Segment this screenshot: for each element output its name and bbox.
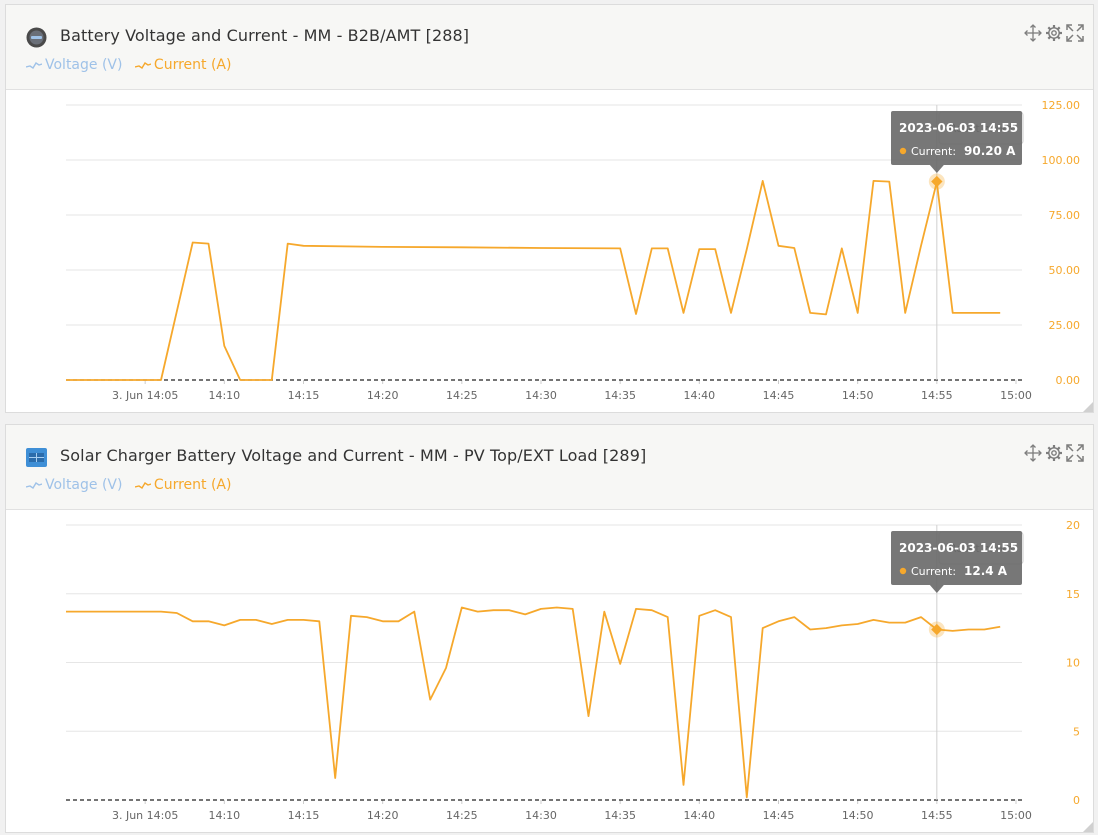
chart-tooltip: 2023-06-03 14:55 Current: 90.20 A <box>891 111 1022 173</box>
legend-label: Current (A) <box>153 477 232 493</box>
x-tick-label: 14:55 <box>921 809 953 822</box>
tooltip-series-name: Current: <box>911 145 956 158</box>
x-tick-label: 14:55 <box>921 389 953 402</box>
widget-title: Battery Voltage and Current - MM - B2B/A… <box>60 26 470 45</box>
widget-toolbar <box>1024 24 1084 46</box>
line-chart[interactable]: 0.00 25.00 50.00 75.00 100.00 125.00 3. Jun 14… <box>6 90 1093 411</box>
gear-icon[interactable] <box>1045 444 1063 462</box>
widget-battery-voltage-current: Battery Voltage and Current - MM - B2B/A… <box>5 4 1094 413</box>
y-tick-label: 25.00 <box>1049 319 1081 332</box>
y-tick-label: 5 <box>1073 725 1080 738</box>
tooltip-pointer <box>929 165 944 173</box>
move-icon[interactable] <box>1024 24 1042 42</box>
x-tick-label: 14:30 <box>525 809 557 822</box>
tooltip-series-dot <box>899 147 907 155</box>
widget-title: Solar Charger Battery Voltage and Curren… <box>60 446 647 465</box>
line-series-icon <box>134 482 152 489</box>
x-tick-label: 14:10 <box>208 389 240 402</box>
x-tick-label: 14:15 <box>288 389 320 402</box>
chart-legend: Voltage (V) Current (A) <box>25 477 239 493</box>
line-series-icon <box>25 62 43 69</box>
series-line-current[interactable] <box>66 606 1001 799</box>
legend-label: Current (A) <box>153 57 232 73</box>
x-tick-label: 14:25 <box>446 809 478 822</box>
expand-icon[interactable] <box>1066 444 1084 462</box>
line-series-icon <box>25 482 43 489</box>
x-tick-label: 14:40 <box>683 809 715 822</box>
legend-item-current[interactable]: Current (A) <box>134 57 232 73</box>
tooltip-value: 90.20 A <box>964 144 1016 158</box>
y-tick-label: 50.00 <box>1049 264 1081 277</box>
y-tick-label: 0.00 <box>1056 374 1081 387</box>
resize-handle-icon[interactable] <box>1083 402 1093 412</box>
line-series-icon <box>134 62 152 69</box>
x-tick-label: 14:50 <box>842 389 874 402</box>
widget-toolbar <box>1024 444 1084 466</box>
x-tick-label: 14:20 <box>367 809 399 822</box>
chart-legend: Voltage (V) Current (A) <box>25 57 239 73</box>
tooltip-pointer <box>929 585 944 593</box>
widget-header: Battery Voltage and Current - MM - B2B/A… <box>6 5 1093 90</box>
x-tick-label: 14:30 <box>525 389 557 402</box>
x-tick-label: 14:20 <box>367 389 399 402</box>
tooltip-time: 2023-06-03 14:55 <box>899 121 1018 135</box>
tooltip-box <box>891 111 1022 165</box>
dc-meter-icon <box>26 27 47 48</box>
tooltip-value: 12.4 A <box>964 564 1008 578</box>
y-tick-label: 75.00 <box>1049 209 1081 222</box>
x-tick-label: 14:35 <box>604 389 636 402</box>
tooltip-series-dot <box>899 567 907 575</box>
x-tick-label: 14:35 <box>604 809 636 822</box>
legend-label: Voltage (V) <box>45 477 123 493</box>
legend-item-voltage[interactable]: Voltage (V) <box>25 477 123 493</box>
widget-header: Solar Charger Battery Voltage and Curren… <box>6 425 1093 510</box>
x-tick-label: 14:50 <box>842 809 874 822</box>
x-tick-label: 14:15 <box>288 809 320 822</box>
y-tick-label: 20 <box>1066 519 1080 532</box>
gear-icon[interactable] <box>1045 24 1063 42</box>
x-tick-label: 14:40 <box>683 389 715 402</box>
x-tick-label: 14:45 <box>763 809 795 822</box>
y-tick-label: 0 <box>1073 794 1080 807</box>
tooltip-box <box>891 531 1022 585</box>
y-tick-label: 10 <box>1066 657 1080 670</box>
x-tick-label: 14:10 <box>208 809 240 822</box>
tooltip-time: 2023-06-03 14:55 <box>899 541 1018 555</box>
y-tick-label: 125.00 <box>1042 99 1081 112</box>
tooltip-series-name: Current: <box>911 565 956 578</box>
legend-label: Voltage (V) <box>45 57 123 73</box>
x-tick-label: 15:00 <box>1000 389 1032 402</box>
expand-icon[interactable] <box>1066 24 1084 42</box>
y-tick-label: 100.00 <box>1042 154 1081 167</box>
x-tick-label: 3. Jun 14:05 <box>112 389 178 402</box>
resize-handle-icon[interactable] <box>1083 822 1093 832</box>
x-tick-label: 14:45 <box>763 389 795 402</box>
x-tick-label: 15:00 <box>1000 809 1032 822</box>
legend-item-current[interactable]: Current (A) <box>134 477 232 493</box>
x-tick-label: 14:25 <box>446 389 478 402</box>
y-tick-label: 15 <box>1066 588 1080 601</box>
solar-charger-icon <box>26 448 47 467</box>
x-tick-label: 3. Jun 14:05 <box>112 809 178 822</box>
widget-solar-charger-voltage-current: Solar Charger Battery Voltage and Curren… <box>5 424 1094 833</box>
chart-tooltip: 2023-06-03 14:55 Current: 12.4 A <box>891 531 1022 593</box>
move-icon[interactable] <box>1024 444 1042 462</box>
series-line-current[interactable] <box>66 180 1001 381</box>
line-chart[interactable]: 0 5 10 15 20 3. Jun 14:05 14:10 14:15 14:20 14:25… <box>6 510 1093 831</box>
legend-item-voltage[interactable]: Voltage (V) <box>25 57 123 73</box>
